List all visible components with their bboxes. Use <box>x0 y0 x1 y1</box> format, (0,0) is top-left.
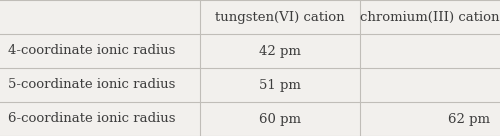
Text: 6-coordinate ionic radius: 6-coordinate ionic radius <box>8 112 175 126</box>
Text: 42 pm: 42 pm <box>259 44 301 58</box>
Text: 4-coordinate ionic radius: 4-coordinate ionic radius <box>8 44 175 58</box>
Text: 60 pm: 60 pm <box>259 112 301 126</box>
Text: 5-coordinate ionic radius: 5-coordinate ionic radius <box>8 78 175 92</box>
Text: 51 pm: 51 pm <box>259 78 301 92</box>
Text: tungsten(VI) cation: tungsten(VI) cation <box>215 10 345 24</box>
Text: 62 pm: 62 pm <box>448 112 490 126</box>
Text: chromium(III) cation: chromium(III) cation <box>360 10 500 24</box>
